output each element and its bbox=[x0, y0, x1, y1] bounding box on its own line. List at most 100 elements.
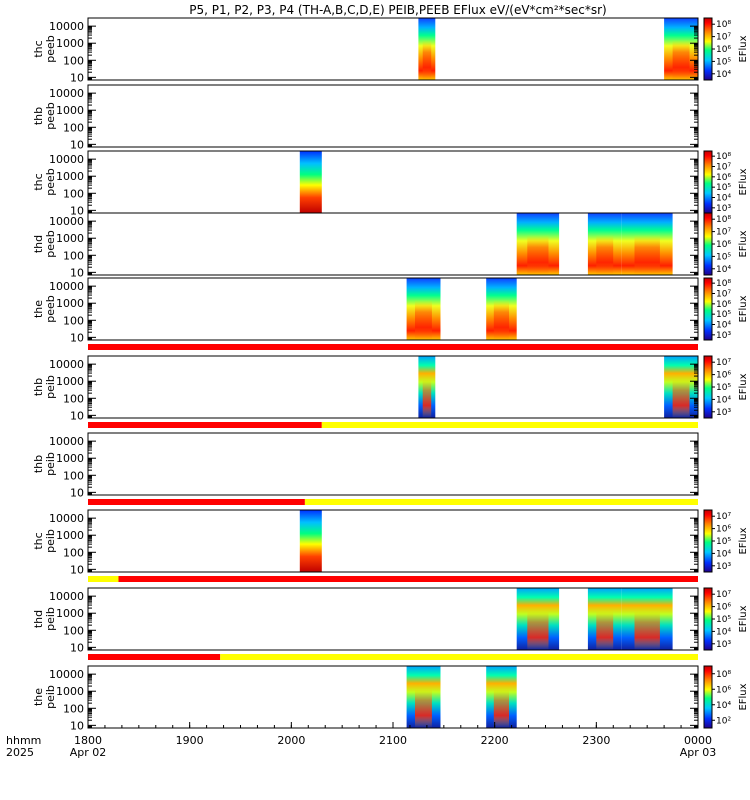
spectrogram-peak bbox=[415, 666, 432, 728]
colorbar-tick-label: 10⁶ bbox=[716, 371, 731, 381]
panel-probe-label: thd bbox=[32, 610, 45, 628]
panel-instrument-label: peib bbox=[44, 452, 57, 476]
y-tick-label: 1000 bbox=[56, 232, 84, 245]
y-tick-label: 10000 bbox=[49, 153, 84, 166]
colorbar-tick-label: 10⁷ bbox=[716, 358, 731, 368]
panel-thc-peeb: 10 100 1000 10000 thc peeb 10⁴ 10⁵ 10⁶ 10⁷ 10⁸ EFlu… bbox=[32, 17, 749, 84]
y-tick-label: 10 bbox=[70, 563, 84, 576]
x-tick-label: 1800 bbox=[74, 734, 102, 747]
panel-thb-peeb: 10 100 1000 10000 thb peeb bbox=[32, 84, 699, 151]
panel-frame bbox=[87, 212, 699, 276]
y-tick-label: 1000 bbox=[56, 297, 84, 310]
colorbar-tick-label: 10⁵ bbox=[716, 310, 731, 320]
status-bar-red bbox=[88, 344, 698, 350]
x-tick-label: 2300 bbox=[582, 734, 610, 747]
y-tick-label: 10 bbox=[70, 71, 84, 84]
y-tick-label: 10000 bbox=[49, 87, 84, 100]
colorbar-tick-label: 10³ bbox=[716, 204, 731, 214]
panel-frame bbox=[87, 355, 699, 419]
status-bar-red bbox=[88, 654, 221, 660]
y-tick-label: 10000 bbox=[49, 215, 84, 228]
colorbar-tick-label: 10⁸ bbox=[716, 279, 731, 289]
colorbar-tick-label: 10⁴ bbox=[716, 701, 731, 711]
status-bar-yellow bbox=[321, 422, 698, 428]
panel-frame bbox=[87, 432, 699, 496]
x-axis-year: 2025 bbox=[6, 746, 34, 759]
spectrogram-peak bbox=[672, 18, 690, 80]
panel-instrument-label: peib bbox=[44, 685, 57, 709]
panel-frame bbox=[87, 150, 699, 214]
spectrogram-peak bbox=[493, 278, 509, 340]
colorbar-tick-label: 10⁷ bbox=[716, 290, 731, 300]
colorbar-tick-label: 10⁶ bbox=[716, 45, 731, 55]
panel-thd-peib: 10 100 1000 10000 thd peib 10³ 10⁴ 10⁵ 10⁶ 10⁷ EFlu… bbox=[32, 587, 749, 660]
y-tick-label: 100 bbox=[63, 249, 84, 262]
colorbar bbox=[703, 355, 713, 419]
spectrogram-peak bbox=[672, 356, 690, 418]
spectrogram-peak bbox=[634, 588, 660, 650]
y-tick-label: 100 bbox=[63, 392, 84, 405]
colorbar-tick-label: 10⁶ bbox=[716, 525, 731, 535]
colorbar-tick-label: 10⁴ bbox=[716, 70, 731, 80]
colorbar-tick-label: 10³ bbox=[716, 562, 731, 572]
colorbar bbox=[703, 150, 713, 214]
colorbar-tick-label: 10⁵ bbox=[716, 57, 731, 67]
panel-frame bbox=[87, 509, 699, 573]
colorbar-tick-label: 10⁸ bbox=[716, 20, 731, 30]
spectrogram-peak bbox=[493, 666, 509, 728]
y-tick-label: 100 bbox=[63, 314, 84, 327]
colorbar-tick-label: 10⁵ bbox=[716, 252, 731, 262]
x-tick-label: 0000 bbox=[684, 734, 712, 747]
colorbar-tick-label: 10⁴ bbox=[716, 321, 731, 331]
panel-frame bbox=[87, 587, 699, 651]
panel-frame bbox=[87, 84, 699, 148]
y-tick-label: 10000 bbox=[49, 358, 84, 371]
colorbar-tick-label: 10⁷ bbox=[716, 163, 731, 173]
colorbar-tick-label: 10⁷ bbox=[716, 33, 731, 43]
y-tick-label: 10 bbox=[70, 486, 84, 499]
status-bar-yellow bbox=[220, 654, 698, 660]
colorbar-label: EFlux bbox=[738, 230, 749, 257]
panel-probe-label: thb bbox=[32, 455, 45, 473]
colorbar-tick-label: 10⁷ bbox=[716, 228, 731, 238]
colorbar-tick-label: 10⁵ bbox=[716, 615, 731, 625]
y-tick-label: 1000 bbox=[56, 607, 84, 620]
panel-probe-label: thc bbox=[32, 40, 45, 57]
colorbar-label: EFlux bbox=[738, 168, 749, 195]
colorbar-tick-label: 10⁸ bbox=[716, 670, 731, 680]
y-tick-label: 1000 bbox=[56, 375, 84, 388]
y-tick-label: 1000 bbox=[56, 104, 84, 117]
colorbar-tick-label: 10⁴ bbox=[716, 194, 731, 204]
colorbar-tick-label: 10⁴ bbox=[716, 265, 731, 275]
colorbar-tick-label: 10⁶ bbox=[716, 300, 731, 310]
y-tick-label: 10 bbox=[70, 409, 84, 422]
y-tick-label: 10000 bbox=[49, 20, 84, 33]
colorbar-tick-label: 10⁷ bbox=[716, 512, 731, 522]
colorbar-tick-label: 10⁸ bbox=[716, 215, 731, 225]
panel-instrument-label: peeb bbox=[44, 230, 57, 258]
colorbar-tick-label: 10⁶ bbox=[716, 173, 731, 183]
panel-instrument-label: peeb bbox=[44, 102, 57, 130]
spectrogram-peak bbox=[634, 213, 660, 275]
colorbar-tick-label: 10⁶ bbox=[716, 603, 731, 613]
status-bar-yellow bbox=[304, 499, 698, 505]
panel-probe-label: thd bbox=[32, 235, 45, 253]
y-tick-label: 1000 bbox=[56, 170, 84, 183]
y-tick-label: 10 bbox=[70, 138, 84, 151]
colorbar-tick-label: 10⁶ bbox=[716, 685, 731, 695]
spectrogram-peak bbox=[422, 356, 432, 418]
colorbar bbox=[703, 665, 713, 729]
y-tick-label: 100 bbox=[63, 54, 84, 67]
spectrogram-peak bbox=[527, 588, 549, 650]
colorbar-tick-label: 10³ bbox=[716, 331, 731, 341]
colorbar bbox=[703, 587, 713, 651]
y-tick-label: 10 bbox=[70, 204, 84, 217]
panel-frame bbox=[87, 277, 699, 341]
y-tick-label: 10 bbox=[70, 266, 84, 279]
colorbar-tick-label: 10⁴ bbox=[716, 549, 731, 559]
spectrogram-block bbox=[299, 510, 322, 572]
y-tick-label: 100 bbox=[63, 624, 84, 637]
y-tick-label: 1000 bbox=[56, 529, 84, 542]
